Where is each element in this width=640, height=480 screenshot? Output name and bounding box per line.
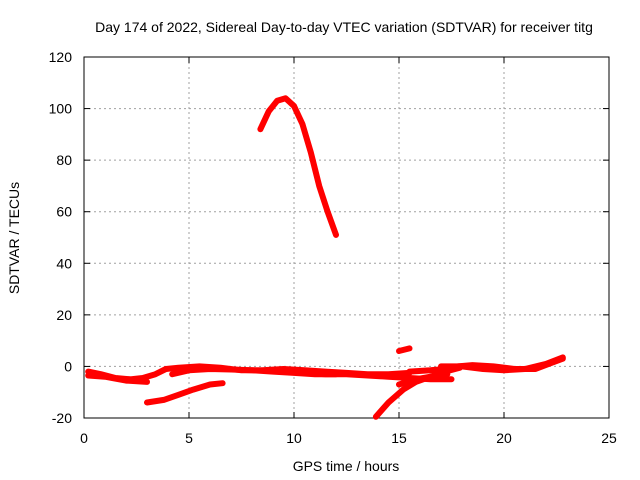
x-tick-label: 25 (601, 430, 617, 446)
series-late-rise-b (396, 371, 451, 388)
y-tick-label: -20 (52, 410, 72, 426)
series-high-arc (257, 95, 339, 238)
y-tick-label: 120 (49, 49, 73, 65)
y-axis-label: SDTVAR / TECUs (6, 182, 22, 294)
data-series (85, 95, 566, 420)
grid-lines (84, 57, 609, 418)
y-tick-label: 20 (56, 307, 72, 323)
series-low-band-b (85, 372, 150, 385)
y-tick-label: 100 (49, 101, 73, 117)
x-axis-label: GPS time / hours (293, 458, 400, 474)
axis-ticks: 0 5 10 15 20 25 -20 0 20 40 60 80 100 120 (49, 49, 617, 446)
x-tick-label: 10 (286, 430, 302, 446)
x-tick-label: 0 (80, 430, 88, 446)
series-short-blip (396, 345, 413, 354)
x-tick-label: 15 (391, 430, 407, 446)
x-tick-label: 5 (185, 430, 193, 446)
y-tick-label: 40 (56, 255, 72, 271)
chart-title: Day 174 of 2022, Sidereal Day-to-day VTE… (95, 19, 593, 35)
y-tick-label: 60 (56, 204, 72, 220)
x-tick-label: 20 (496, 430, 512, 446)
y-tick-label: 0 (64, 358, 72, 374)
plot-frame (83, 56, 610, 419)
series-mid-rise (144, 380, 226, 406)
y-tick-label: 80 (56, 152, 72, 168)
